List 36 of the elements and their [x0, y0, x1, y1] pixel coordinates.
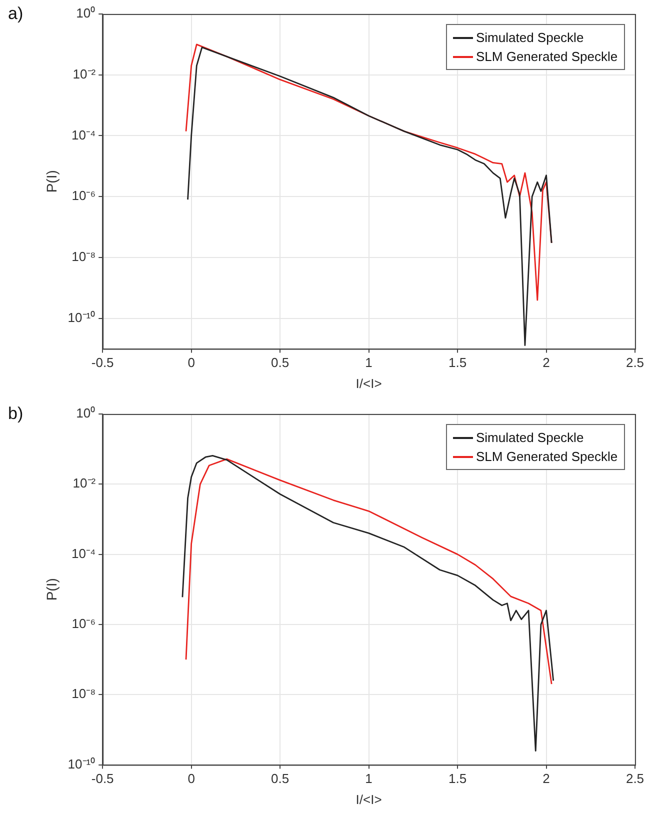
y-tick-label: 10⁻⁸	[72, 249, 96, 264]
x-tick-label: 0.5	[271, 355, 290, 370]
y-tick-label: 10⁻¹⁰	[68, 756, 96, 772]
y-tick-label: 10⁻⁸	[72, 686, 96, 702]
legend-label: Simulated Speckle	[476, 429, 584, 447]
y-tick-label: 10⁰	[76, 6, 96, 21]
x-tick-label: -0.5	[91, 771, 114, 786]
y-axis-title: P(I)	[43, 170, 60, 193]
x-tick-label: 0	[188, 355, 195, 370]
x-tick-label: 0.5	[271, 771, 290, 786]
x-axis-title: I/<I>	[356, 792, 382, 807]
x-tick-label: 0	[188, 771, 195, 786]
x-axis-title: I/<I>	[356, 376, 382, 391]
y-axis-title: P(I)	[43, 578, 60, 601]
x-tick-label: 2.5	[626, 355, 644, 370]
legend-label: SLM Generated Speckle	[476, 448, 618, 466]
x-tick-label: 2.5	[626, 771, 644, 786]
y-tick-label: 10⁻²	[72, 476, 96, 491]
chart-title: b)	[8, 404, 24, 424]
x-tick-label: 1	[365, 355, 372, 370]
x-tick-label: 1.5	[448, 355, 467, 370]
y-tick-label: 10⁻⁴	[72, 546, 96, 561]
y-tick-label: 10⁻⁶	[72, 616, 96, 632]
legend-label: Simulated Speckle	[476, 29, 584, 47]
x-tick-label: 1	[365, 771, 372, 786]
y-tick-label: 10⁻¹⁰	[68, 310, 96, 325]
y-tick-label: 10⁻⁴	[72, 127, 96, 142]
y-tick-label: 10⁻⁶	[72, 188, 96, 204]
y-tick-label: 10⁰	[76, 406, 96, 421]
x-tick-label: 2	[542, 355, 550, 370]
x-tick-label: 1.5	[448, 771, 467, 786]
chart-title: a)	[8, 4, 24, 24]
x-tick-label: -0.5	[91, 355, 114, 370]
x-tick-label: 2	[542, 771, 550, 786]
legend-label: SLM Generated Speckle	[476, 48, 618, 66]
y-tick-label: 10⁻²	[72, 66, 96, 82]
